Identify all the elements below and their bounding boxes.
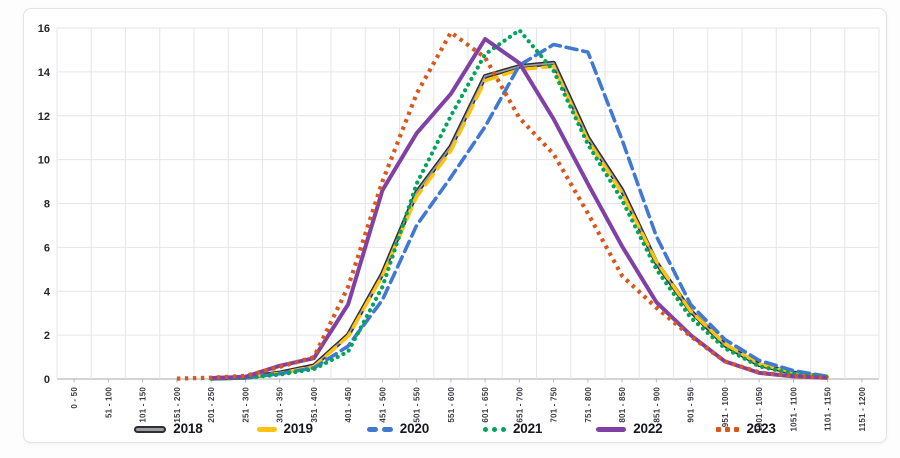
legend-label: 2021 [513, 421, 543, 437]
x-tick-label: 351 - 400 [310, 387, 319, 423]
legend-item-2019[interactable]: 2019 [256, 421, 313, 437]
y-tick-label: 16 [38, 23, 50, 35]
chart-legend: 2018 2019 2020 2021 2022 2023 [24, 419, 886, 439]
legend-item-2020[interactable]: 2020 [366, 421, 429, 437]
y-tick-label: 10 [38, 155, 50, 167]
y-tick-label: 6 [44, 242, 50, 254]
distribution-chart: 0 2 4 6 8 10 12 14 16 0 - 50 51 - 100 101 - 150 151 … [38, 23, 880, 432]
y-tick-label: 8 [44, 199, 50, 211]
x-tick-label: 701 - 750 [550, 387, 559, 423]
x-tick-label: 1151 - 1200 [858, 387, 867, 432]
chart-card: 0 2 4 6 8 10 12 14 16 0 - 50 51 - 100 101 - 150 151 … [23, 8, 887, 443]
x-tick-label: 951 - 1000 [721, 387, 730, 428]
legend-item-2023[interactable]: 2023 [716, 421, 776, 437]
x-tick-label: 1101 - 1150 [824, 387, 833, 431]
x-tick-label: 751 - 800 [584, 387, 593, 423]
y-tick-label: 0 [44, 374, 50, 386]
x-tick-label: 1001 - 1050 [755, 387, 764, 432]
legend-label: 2018 [173, 421, 203, 437]
series-2023-line [176, 30, 828, 381]
legend-label: 2023 [746, 421, 776, 437]
x-tick-label: 901 - 950 [687, 387, 696, 423]
legend-item-2018[interactable]: 2018 [134, 421, 203, 437]
x-tick-label: 851 - 900 [652, 387, 661, 423]
legend-label: 2019 [283, 421, 313, 437]
x-tick-label: 0 - 50 [70, 387, 79, 409]
y-tick-label: 12 [38, 111, 50, 123]
x-tick-label: 501 - 550 [413, 387, 422, 423]
x-tick-label: 51 - 100 [104, 387, 113, 418]
series-2019-line [209, 64, 830, 380]
x-tick-label: 101 - 150 [139, 387, 148, 423]
legend-marker-2018 [134, 425, 167, 433]
series-2020-line [209, 42, 830, 381]
series-2022-line [211, 37, 828, 381]
legend-label: 2022 [633, 421, 663, 437]
x-tick-label: 651 - 700 [515, 387, 524, 423]
legend-item-2021[interactable]: 2021 [483, 422, 542, 436]
x-tick-label: 451 - 500 [378, 387, 387, 423]
series-2018-core [211, 62, 828, 380]
x-tick-label: 401 - 450 [344, 387, 353, 423]
y-tick-label: 14 [38, 67, 51, 79]
x-tick-label: 301 - 350 [276, 387, 285, 423]
legend-marker-2023 [716, 426, 740, 432]
x-tick-label: 601 - 650 [481, 387, 490, 423]
legend-item-2022[interactable]: 2022 [596, 421, 663, 437]
y-tick-label: 4 [44, 286, 51, 298]
x-tick-label: 151 - 200 [173, 387, 182, 423]
series-2021-line [209, 28, 830, 381]
legend-marker-2021 [483, 426, 506, 432]
legend-label: 2020 [399, 421, 429, 437]
x-tick-label: 251 - 300 [241, 387, 250, 423]
legend-marker-2020 [366, 426, 393, 432]
x-tick-label: 551 - 600 [447, 387, 456, 423]
x-tick-label: 1051 - 1100 [789, 387, 798, 432]
legend-marker-2019 [256, 426, 277, 432]
series-2018-line [211, 60, 828, 381]
legend-marker-2022 [596, 426, 627, 432]
x-tick-label: 201 - 250 [207, 387, 216, 423]
y-tick-label: 2 [44, 330, 50, 342]
x-tick-label: 801 - 850 [618, 387, 627, 423]
